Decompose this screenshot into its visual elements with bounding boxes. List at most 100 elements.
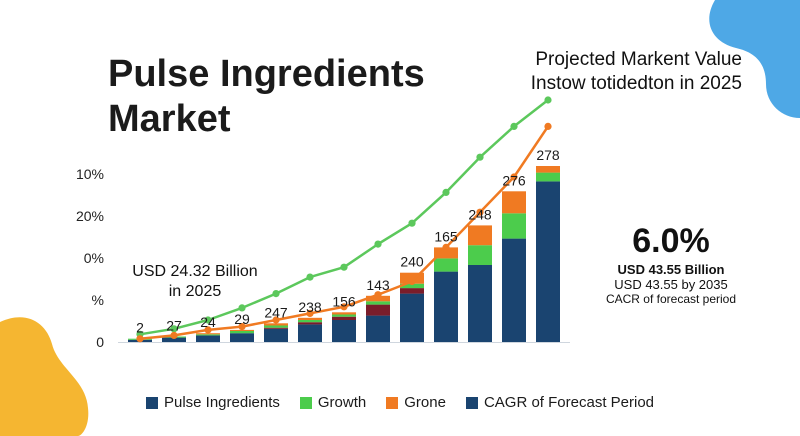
bar-segment-pulse-ingredients [366, 315, 390, 342]
legend-item: CAGR of Forecast Period [465, 394, 655, 411]
trend-point-orange [476, 208, 484, 216]
trend-point-orange [238, 323, 246, 331]
bar-data-label: 165 [434, 228, 458, 244]
bar-data-label: 27 [166, 318, 182, 334]
base-year-value: USD 24.32 Billion [132, 263, 258, 280]
bar-segment-pulse-ingredients [502, 238, 526, 342]
bar-segment-growth [196, 334, 220, 336]
bar-data-label: 238 [298, 299, 322, 315]
page-title: Pulse Ingredients Market [108, 52, 468, 142]
cagr-line-2: USD 43.55 by 2035 [614, 277, 728, 292]
bar-data-label: 247 [264, 304, 288, 320]
legend-label: Grone [404, 394, 446, 411]
trend-point-green [340, 263, 348, 271]
bar-segment-accent [366, 304, 390, 316]
legend-swatch [299, 396, 312, 409]
bar-segment-grone [230, 329, 254, 331]
bar-segment-growth [434, 258, 458, 272]
trend-point-orange [510, 173, 518, 181]
trend-point-orange [374, 291, 382, 299]
bar-segment-growth [298, 320, 322, 323]
bar-segment-growth [332, 314, 356, 317]
bar-segment-pulse-ingredients [400, 293, 424, 342]
trend-point-green [272, 290, 280, 298]
trend-point-orange [340, 303, 348, 311]
trend-point-green [510, 122, 518, 130]
bar-data-label: 24 [200, 314, 216, 330]
cagr-value: 6.0% [632, 222, 710, 260]
bar-segment-growth [536, 172, 560, 182]
bar-segment-grone [366, 295, 390, 302]
projection-line-1: Projected Markent Value [535, 49, 742, 70]
bar-segment-pulse-ingredients [434, 271, 458, 342]
title-line-1: Pulse Ingredients [108, 53, 425, 95]
legend-label: Pulse Ingredients [163, 394, 280, 411]
bar-segment-grone [434, 247, 458, 259]
trend-point-green [476, 153, 484, 161]
legend-label: Growth [317, 394, 367, 411]
projection-line-2: Instow totidedton in 2025 [530, 73, 742, 94]
trend-point-orange [204, 326, 212, 334]
trend-point-orange [442, 243, 450, 251]
legend-item: Pulse Ingredients [145, 394, 280, 411]
bar-segment-grone [502, 191, 526, 214]
base-year-label: in 2025 [168, 283, 222, 300]
trend-point-green [442, 188, 450, 196]
bar-segment-pulse-ingredients [332, 320, 356, 342]
bar-segment-pulse-ingredients [196, 335, 220, 342]
legend-swatch [145, 396, 158, 409]
base-year-annotation: USD 24.32 Billion in 2025 [110, 262, 280, 302]
trend-point-green [544, 96, 552, 104]
bar-segment-accent [400, 288, 424, 294]
bar-data-label: 2 [136, 320, 144, 336]
trend-point-orange [544, 122, 552, 130]
cagr-line-1: USD 43.55 Billion [617, 262, 725, 277]
bar-data-label: 143 [366, 277, 390, 293]
legend-label: CAGR of Forecast Period [483, 394, 655, 411]
cagr-callout: 6.0% USD 43.55 Billion USD 43.55 by 2035… [596, 222, 746, 306]
legend-item: Growth [299, 394, 367, 411]
trend-point-green [238, 304, 246, 312]
bar-segment-growth [366, 301, 390, 305]
y-tick-label: 20% [75, 208, 104, 224]
cagr-line-3: CACR of forecast period [605, 292, 737, 306]
legend-swatch [465, 396, 478, 409]
bar-segment-growth [468, 245, 492, 265]
trend-point-orange [306, 309, 314, 317]
bar-segment-growth [264, 325, 288, 328]
y-tick-label: % [91, 292, 104, 308]
legend-swatch [386, 396, 399, 409]
title-line-2: Market [108, 98, 231, 140]
y-tick-label: 0 [96, 334, 104, 350]
trend-point-green [170, 325, 178, 333]
bar-segment-pulse-ingredients [468, 265, 492, 342]
bar-segment-grone [468, 225, 492, 246]
bar-segment-pulse-ingredients [264, 328, 288, 342]
y-tick-label: 10% [75, 166, 104, 182]
bar-segment-pulse-ingredients [298, 324, 322, 342]
projection-label: Projected Markent Value Instow totidedto… [531, 48, 742, 96]
trend-point-green [374, 240, 382, 248]
bar-data-label: 29 [234, 311, 250, 327]
corner-blob-blue [709, 0, 800, 118]
legend-item: Grone [386, 394, 446, 411]
trend-point-green [204, 316, 212, 324]
bar-segment-grone [298, 317, 322, 320]
bar-segment-grone [332, 312, 356, 315]
bar-segment-pulse-ingredients [162, 337, 186, 342]
bar-segment-growth [400, 283, 424, 289]
bar-segment-grone [536, 166, 560, 173]
trend-point-green [306, 273, 314, 281]
bar-data-label: 248 [468, 206, 492, 222]
trend-point-orange [170, 331, 178, 339]
y-tick-label: 0% [83, 250, 104, 266]
bar-segment-pulse-ingredients [230, 333, 254, 342]
trend-point-orange [136, 335, 144, 343]
bar-data-label: 278 [536, 147, 560, 163]
bar-segment-accent [332, 316, 356, 320]
bar-segment-grone [264, 323, 288, 326]
trend-point-orange [272, 316, 280, 324]
bar-data-label: 276 [502, 172, 526, 188]
bar-segment-pulse-ingredients [536, 181, 560, 342]
